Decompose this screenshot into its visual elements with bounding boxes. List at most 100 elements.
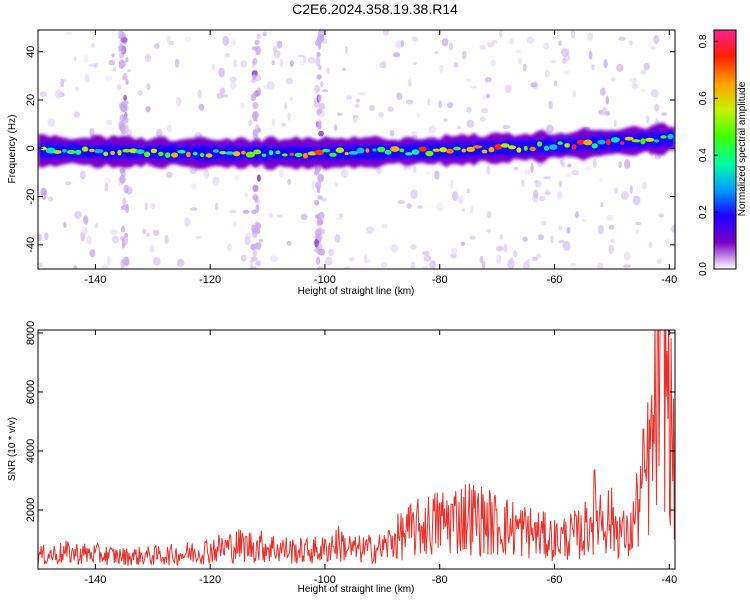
colorbar-tick-label: 0.0 [698, 262, 709, 276]
noise-blob [548, 100, 553, 110]
ridge-blob [653, 139, 660, 143]
y-tick-label: -20 [25, 189, 37, 205]
noise-blob [482, 95, 487, 100]
spike-blob [120, 225, 126, 233]
noise-blob [91, 43, 95, 49]
ridge-blob [62, 148, 67, 153]
ridge-blob [620, 141, 625, 145]
noise-blob [559, 159, 565, 165]
noise-blob [285, 77, 293, 85]
noise-blob [83, 215, 89, 225]
spectrogram-x-axis-label: Height of straight line (km) [298, 286, 415, 297]
spike-blob [315, 56, 321, 67]
spectrogram-y-ticks: -40 -20 0 20 40 [25, 46, 675, 253]
ridge-blob [624, 136, 634, 141]
noise-blob [211, 63, 216, 71]
noise-blob [553, 80, 558, 87]
noise-blob [59, 78, 63, 86]
noise-blob [230, 81, 237, 90]
spike-blob [316, 51, 321, 57]
spike-blob [121, 105, 128, 112]
spike-blob [317, 41, 322, 50]
noise-blob [533, 189, 539, 199]
noise-blob [262, 31, 267, 37]
noise-blob [84, 74, 90, 83]
ridge-blob [640, 138, 646, 145]
spike-blob [318, 120, 322, 130]
colorbar-tick-label: 0.4 [698, 148, 709, 162]
noise-blob [654, 155, 662, 160]
noise-blob [47, 196, 54, 202]
ridge-blob [143, 151, 151, 158]
noise-blob [608, 244, 614, 255]
noise-blob [654, 103, 660, 112]
noise-blob [618, 36, 626, 41]
noise-blob [219, 87, 226, 95]
heatmap-layer [38, 30, 675, 269]
ridge-blob [432, 148, 441, 152]
noise-blob [524, 169, 532, 175]
noise-blob [571, 169, 580, 176]
noise-blob [197, 89, 202, 99]
spike-blob [316, 219, 320, 227]
noise-blob [258, 238, 263, 243]
noise-blob [149, 244, 155, 253]
noise-blob [233, 221, 237, 228]
x-tick-label: -100 [314, 574, 336, 586]
ridge-blob [135, 149, 145, 155]
noise-blob [562, 241, 571, 251]
noise-blob [532, 256, 539, 261]
noise-blob [379, 62, 386, 69]
noise-blob [74, 210, 82, 220]
noise-blob [369, 104, 375, 112]
noise-blob [195, 235, 202, 239]
ridge-blob [40, 146, 47, 151]
spike-blob [125, 203, 129, 214]
spike-blob [122, 115, 127, 121]
spike-blob [256, 224, 262, 230]
ridge-blob [81, 146, 89, 152]
ridge-blob [219, 151, 227, 155]
noise-blob [623, 251, 631, 261]
noise-blob [325, 256, 333, 266]
noise-blob [450, 179, 454, 190]
spectrogram-y-axis-label: Frequency (Hz) [7, 115, 18, 184]
noise-blob [530, 162, 534, 173]
ridge-blob [453, 146, 461, 151]
noise-blob [460, 241, 466, 246]
noise-blob [266, 81, 275, 90]
spike-blob [119, 174, 126, 185]
ridge-blob [500, 143, 510, 148]
noise-blob [342, 67, 346, 72]
ridge-blob [466, 146, 476, 152]
noise-blob [411, 36, 419, 42]
spike-blob [123, 184, 129, 194]
noise-blob [658, 213, 665, 218]
y-tick-label: 20 [25, 94, 37, 106]
noise-blob [60, 78, 65, 88]
ridge-blob [275, 150, 281, 155]
noise-blob [629, 185, 633, 195]
noise-blob [453, 61, 459, 68]
spike-blob [121, 32, 126, 38]
noise-blob [144, 53, 152, 63]
noise-blob [321, 89, 329, 93]
noise-blob [334, 234, 341, 243]
noise-blob [641, 181, 647, 190]
spike-blob [118, 59, 125, 69]
spike-blob [314, 199, 320, 206]
noise-blob [242, 209, 250, 214]
noise-blob [232, 38, 236, 46]
ridge-blob [281, 153, 288, 157]
noise-blob [222, 35, 230, 46]
noise-blob [515, 50, 522, 54]
noise-blob [240, 60, 248, 68]
noise-blob [635, 221, 642, 226]
noise-blob [480, 116, 486, 122]
snr-y-axis-label: SNR (10 * v/v) [7, 417, 18, 481]
noise-blob [142, 228, 147, 235]
noise-blob [466, 188, 470, 194]
noise-blob [513, 166, 519, 171]
noise-blob [450, 253, 457, 259]
ridge-blob [199, 152, 205, 158]
